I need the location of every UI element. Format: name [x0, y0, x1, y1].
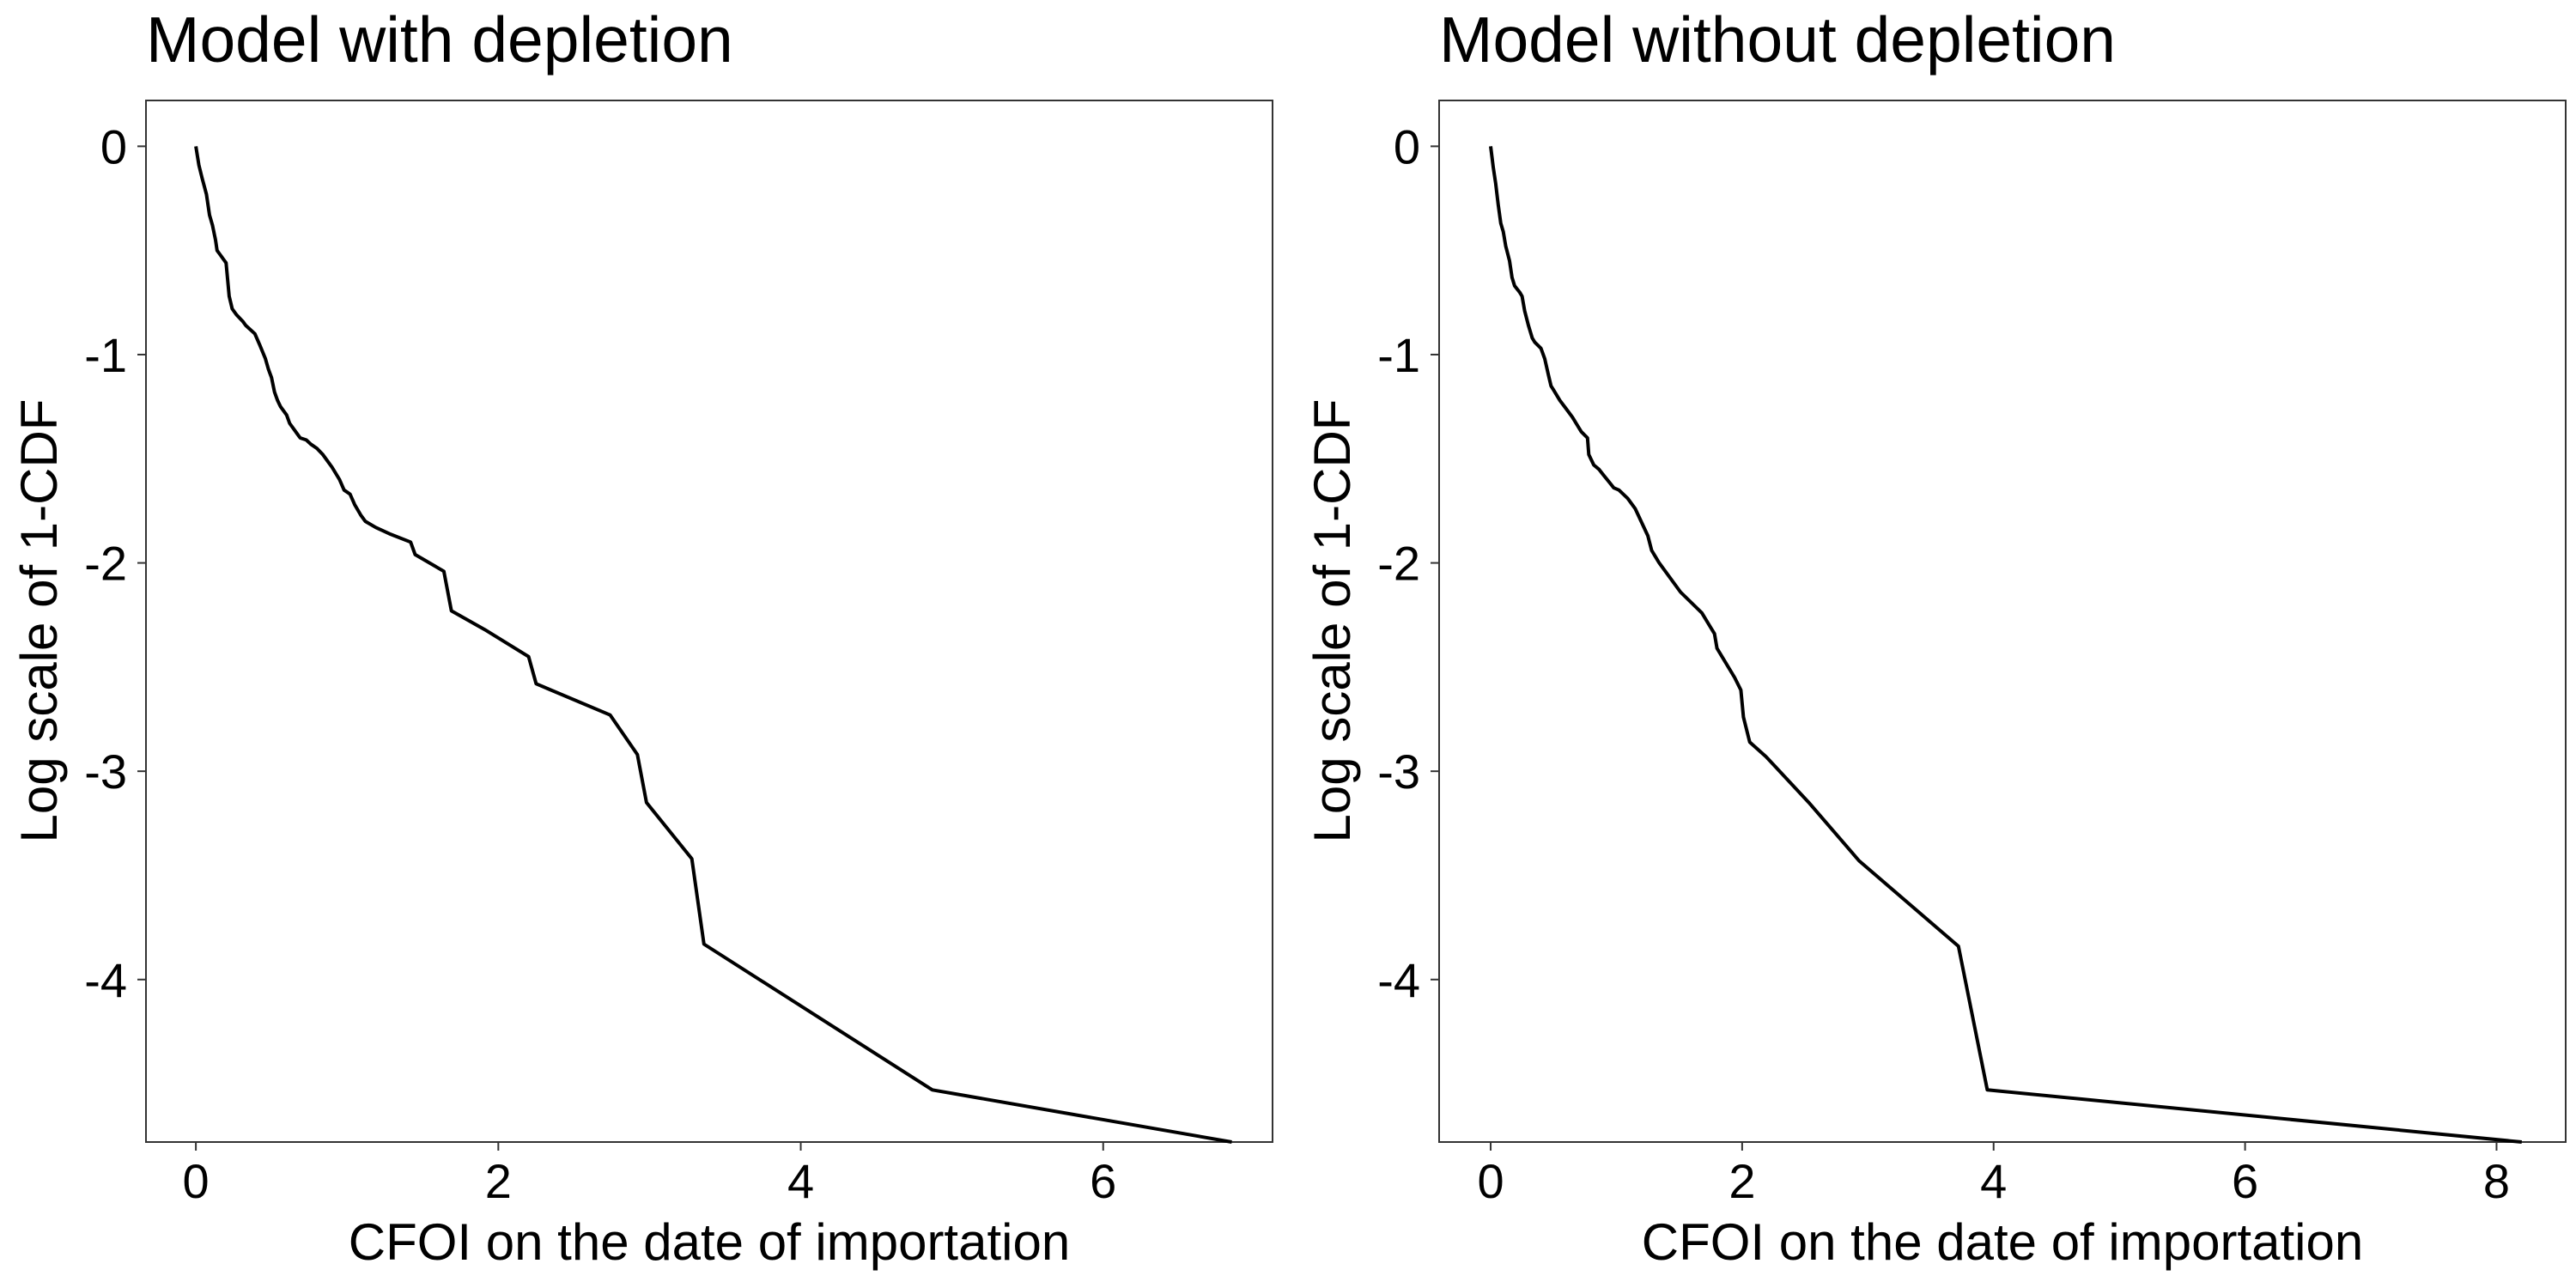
panel-title: Model without depletion — [1439, 3, 2116, 76]
x-tick-label: 2 — [1728, 1154, 1755, 1208]
plot-frame — [145, 100, 1273, 1143]
panel-without-depletion: Model without depletion 0 2 4 6 8 0 -1 -2 -3 -4 C… — [1303, 3, 2567, 1271]
x-tick-label: 4 — [1980, 1154, 2007, 1208]
x-axis-label: CFOI on the date of importation — [1642, 1213, 2363, 1271]
axis-ticks: 0 2 4 6 8 0 -1 -2 -3 -4 — [1377, 119, 2510, 1208]
x-tick-label: 2 — [485, 1154, 512, 1208]
plot-frame — [1438, 100, 2567, 1143]
x-axis-label: CFOI on the date of importation — [349, 1213, 1070, 1271]
y-tick-label: 0 — [1394, 119, 1420, 173]
y-tick-label: 0 — [100, 119, 127, 173]
y-tick-label: -4 — [84, 953, 127, 1007]
x-tick-label: 4 — [787, 1154, 814, 1208]
y-tick-label: -2 — [84, 537, 127, 591]
panel-with-depletion: Model with depletion 0 2 4 6 0 -1 -2 -3 -4 CFOI … — [10, 3, 1273, 1271]
series-layer — [1489, 146, 2522, 1144]
panel-title: Model with depletion — [146, 3, 733, 76]
axis-ticks: 0 2 4 6 0 -1 -2 -3 -4 — [84, 119, 1116, 1208]
y-tick-label: -3 — [84, 744, 127, 799]
series-line — [1489, 146, 2522, 1144]
x-tick-label: 6 — [1090, 1154, 1116, 1208]
x-tick-label: 0 — [183, 1154, 210, 1208]
y-tick-label: -1 — [1377, 328, 1420, 382]
y-axis-label: Log scale of 1-CDF — [10, 399, 68, 843]
y-tick-label: -2 — [1377, 537, 1420, 591]
x-tick-label: 6 — [2232, 1154, 2258, 1208]
x-tick-label: 8 — [2483, 1154, 2510, 1208]
x-tick-label: 0 — [1477, 1154, 1504, 1208]
y-tick-label: -1 — [84, 328, 127, 382]
y-axis-label: Log scale of 1-CDF — [1303, 399, 1361, 843]
y-tick-label: -4 — [1377, 953, 1420, 1007]
y-tick-label: -3 — [1377, 744, 1420, 799]
series-layer — [194, 146, 1232, 1144]
series-line — [194, 146, 1232, 1144]
